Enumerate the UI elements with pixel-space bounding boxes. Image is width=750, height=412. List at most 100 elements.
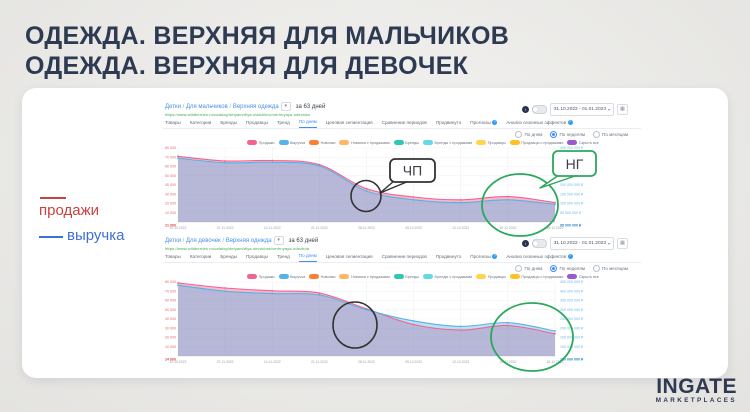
- date-range-picker[interactable]: 31.10.2022 - 01.01.2023 ▾: [549, 237, 614, 250]
- tab-ценовая-сегментация[interactable]: Ценовая сегментация: [326, 254, 373, 262]
- legend-item-новинки[interactable]: Новинки: [309, 274, 335, 279]
- revenue-legend-line: [39, 236, 63, 238]
- tab-по-дням[interactable]: По дням: [298, 253, 317, 262]
- legend-item-бренды[interactable]: Бренды: [393, 274, 419, 279]
- calendar-icon[interactable]: ▦: [617, 104, 628, 115]
- tab-label: Ценовая сегментация: [325, 254, 373, 259]
- svg-text:40 000: 40 000: [165, 317, 176, 321]
- toggle-switch[interactable]: [531, 105, 547, 114]
- category-url-link[interactable]: https://www.wildberries.ru/catalog/detya…: [165, 112, 310, 117]
- breadcrumb-link[interactable]: Для девочек: [185, 237, 221, 244]
- legend-item-скрыть-все[interactable]: Скрыть все: [567, 140, 599, 145]
- legend-item-бренды[interactable]: Бренды: [393, 140, 419, 145]
- tab-продавцы[interactable]: Продавцы: [246, 120, 268, 128]
- info-icon[interactable]: i: [521, 106, 529, 113]
- legend-item-продажи[interactable]: Продажи: [247, 140, 275, 145]
- legend-chip: [339, 140, 350, 145]
- legend-item-скрыть-все[interactable]: Скрыть все: [567, 274, 599, 279]
- date-range-picker[interactable]: 31.10.2022 - 01.01.2023 ▾: [549, 103, 614, 116]
- tab-label: По дням: [298, 253, 317, 258]
- legend-item-продавцы-с-продажами[interactable]: Продавцы с продажами: [509, 140, 563, 145]
- svg-text:28.11.2022: 28.11.2022: [358, 360, 375, 364]
- svg-text:70 000: 70 000: [165, 155, 176, 159]
- dashboard-panel-girls: Детки / Для девочек / Верхняя одежда ▾ з…: [163, 234, 643, 366]
- tab-категории[interactable]: Категории: [190, 254, 212, 262]
- radio-по-неделям[interactable]: По неделям: [550, 265, 585, 272]
- legend-item-бренды-с-продажами[interactable]: Бренды с продажами: [423, 140, 472, 145]
- tab-бренды[interactable]: Бренды: [220, 254, 237, 262]
- breadcrumb-link[interactable]: Верхняя одежда: [225, 237, 272, 244]
- legend-item-продажи[interactable]: Продажи: [247, 274, 275, 279]
- legend-item-новинки[interactable]: Новинки: [309, 140, 335, 145]
- toggle-switch[interactable]: [531, 239, 547, 248]
- tab-анализ-сезонных-эффектов[interactable]: Анализ сезонных эффектов?: [506, 254, 573, 262]
- svg-text:19.12.2022: 19.12.2022: [499, 226, 516, 230]
- chart-legend: Продажи Выручка Новинки Новинки с продажами…: [203, 140, 643, 145]
- legend-item-продавцы[interactable]: Продавцы: [476, 274, 506, 279]
- svg-text:150 000 000 ₽: 150 000 000 ₽: [560, 358, 584, 362]
- date-range-value: 31.10.2022 - 01.01.2023: [553, 241, 606, 246]
- tab-прогнозы[interactable]: Прогнозы?: [470, 254, 498, 262]
- tab-label: Прогнозы: [470, 254, 491, 259]
- tab-продавцы[interactable]: Продавцы: [246, 254, 268, 262]
- chevron-down-icon: ▾: [607, 107, 610, 112]
- tab-label: Продвинуто: [435, 120, 462, 125]
- breadcrumb-link[interactable]: Верхняя одежда: [232, 103, 279, 110]
- area-chart: 80 000 70 000 60 000 50 000 40 000 30 000 20 0…: [165, 146, 584, 230]
- tab-по-дням[interactable]: По дням: [298, 119, 317, 128]
- header-controls: i 31.10.2022 - 01.01.2023 ▾ ▦: [521, 237, 628, 250]
- radio-по-дням[interactable]: По дням: [515, 131, 542, 138]
- tab-label: Тренд: [276, 120, 290, 125]
- date-range-value: 31.10.2022 - 01.01.2023: [553, 107, 606, 112]
- legend-label: Новинки с продажами: [350, 274, 390, 279]
- tab-сравнение-периодов[interactable]: Сравнение периодов: [382, 120, 427, 128]
- tab-бренды[interactable]: Бренды: [220, 120, 237, 128]
- tab-тренд[interactable]: Тренд: [277, 120, 290, 128]
- legend-chip: [278, 274, 289, 279]
- svg-text:30 000: 30 000: [165, 192, 176, 196]
- legend-chip: [423, 140, 434, 145]
- breadcrumb-link[interactable]: Для мальчиков: [185, 103, 228, 110]
- calendar-icon[interactable]: ▦: [617, 238, 628, 249]
- legend-label: Новинки с продажами: [350, 140, 390, 145]
- legend-chip: [476, 140, 487, 145]
- radio-по-месяцам[interactable]: По месяцам: [593, 131, 628, 138]
- radio-по-неделям[interactable]: По неделям: [550, 131, 585, 138]
- radio-label: По дням: [524, 266, 543, 271]
- legend-item-выручка[interactable]: Выручка: [278, 140, 305, 145]
- breadcrumb-link[interactable]: Детки: [165, 103, 181, 110]
- breadcrumb-link[interactable]: Детки: [165, 237, 181, 244]
- legend-chip: [278, 140, 289, 145]
- legend-item-новинки-с-продажами[interactable]: Новинки с продажами: [339, 140, 390, 145]
- breadcrumb-separator: /: [227, 103, 233, 110]
- legend-item-продавцы[interactable]: Продавцы: [476, 140, 506, 145]
- category-url-link[interactable]: https://www.wildberries.ru/catalog/detya…: [165, 246, 310, 251]
- legend-item-бренды-с-продажами[interactable]: Бренды с продажами: [423, 274, 472, 279]
- radio-label: По месяцам: [602, 266, 628, 271]
- svg-text:10 000: 10 000: [165, 345, 176, 349]
- legend-label: Скрыть все: [578, 140, 599, 145]
- radio-по-дням[interactable]: По дням: [515, 265, 542, 272]
- tab-тренд[interactable]: Тренд: [277, 254, 290, 262]
- info-icon[interactable]: i: [521, 240, 529, 247]
- tab-категории[interactable]: Категории: [190, 120, 212, 128]
- tab-label: Категории: [189, 254, 212, 259]
- tab-прогнозы[interactable]: Прогнозы?: [470, 120, 498, 128]
- tab-товары[interactable]: Товары: [165, 120, 181, 128]
- svg-text:450 000 000 ₽: 450 000 000 ₽: [560, 280, 584, 284]
- tab-продвинуто[interactable]: Продвинуто: [436, 254, 461, 262]
- legend-item-продавцы-с-продажами[interactable]: Продавцы с продажами: [509, 274, 563, 279]
- legend-item-новинки-с-продажами[interactable]: Новинки с продажами: [339, 274, 390, 279]
- legend-item-выручка[interactable]: Выручка: [278, 274, 305, 279]
- category-dropdown-icon[interactable]: ▾: [280, 102, 291, 111]
- breadcrumb-separator: /: [180, 237, 186, 244]
- tab-сравнение-периодов[interactable]: Сравнение периодов: [382, 254, 427, 262]
- legend-chip: [339, 274, 350, 279]
- radio-по-месяцам[interactable]: По месяцам: [593, 265, 628, 272]
- category-dropdown-icon[interactable]: ▾: [273, 236, 284, 245]
- tab-товары[interactable]: Товары: [165, 254, 181, 262]
- tab-label: Товары: [165, 254, 181, 259]
- tab-анализ-сезонных-эффектов[interactable]: Анализ сезонных эффектов?: [506, 120, 573, 128]
- tab-продвинуто[interactable]: Продвинуто: [436, 120, 461, 128]
- tab-ценовая-сегментация[interactable]: Ценовая сегментация: [326, 120, 373, 128]
